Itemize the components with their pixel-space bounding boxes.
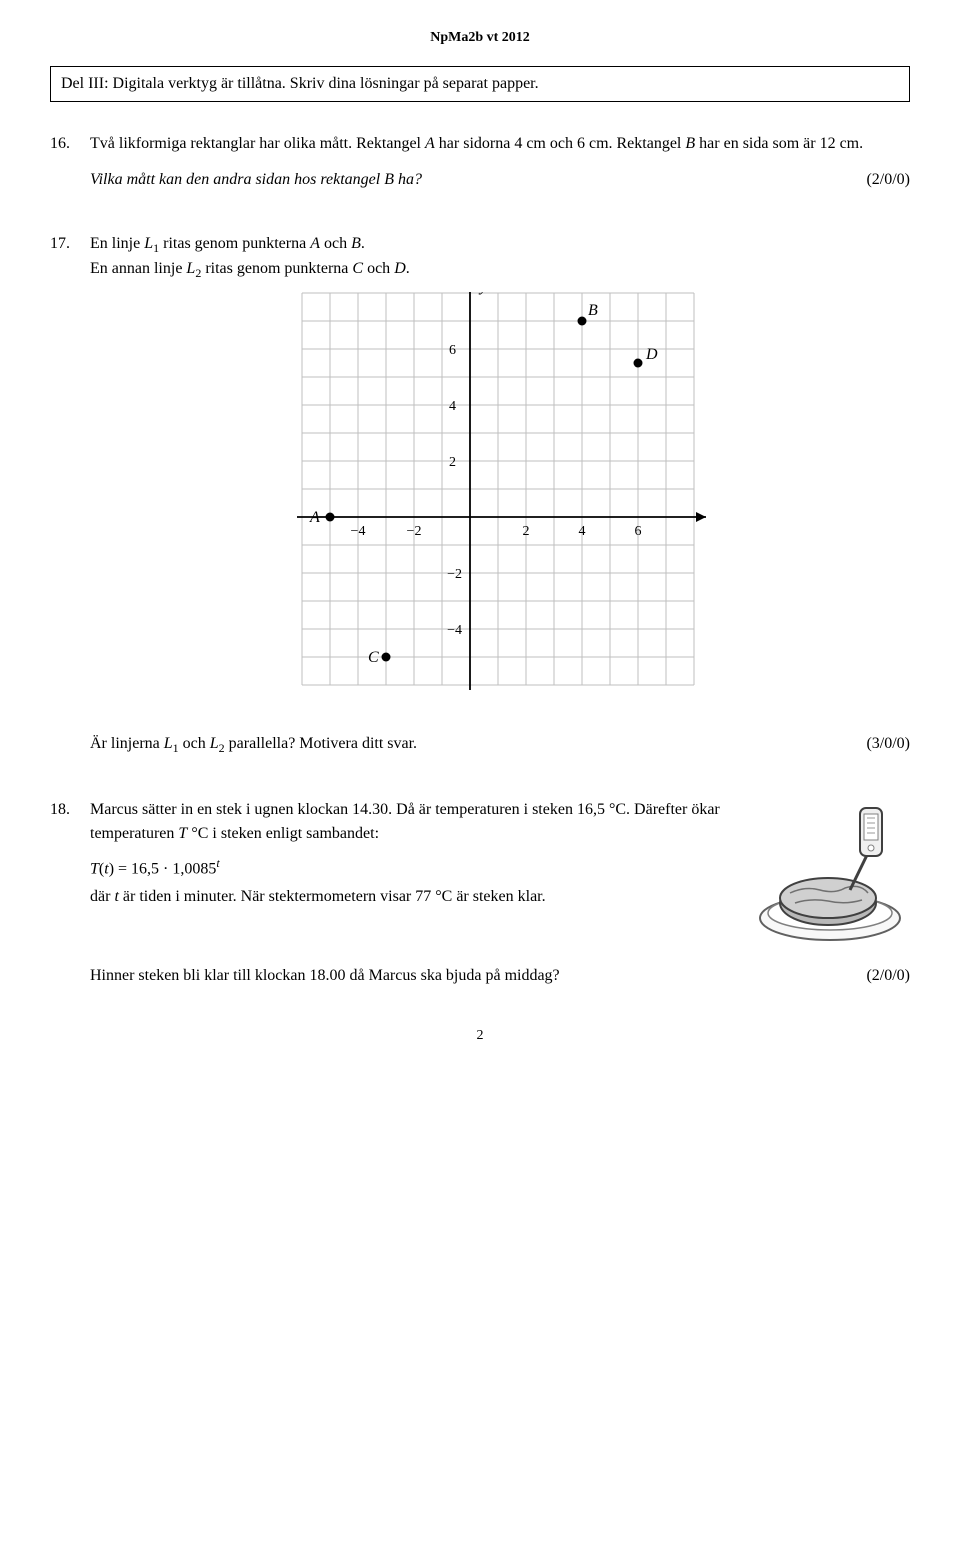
section-instructions-box: Del III: Digitala verktyg är tillåtna. S… [50, 66, 910, 102]
svg-text:4: 4 [449, 399, 456, 414]
question-prompt: Hinner steken bli klar till klockan 18.0… [90, 964, 910, 988]
svg-text:C: C [368, 649, 379, 666]
question-18: 18. Marcus sätter in en stek i ugnen klo… [50, 798, 910, 988]
svg-text:6: 6 [635, 524, 642, 539]
svg-text:6: 6 [449, 343, 456, 358]
svg-text:−2: −2 [407, 524, 422, 539]
svg-text:2: 2 [449, 455, 456, 470]
question-17: 17. En linje L1 ritas genom punkterna A … [50, 232, 910, 758]
question-number: 16. [50, 132, 90, 192]
score-badge: (3/0/0) [866, 732, 910, 756]
question-prompt: Är linjerna L1 och L2 parallella? Motive… [90, 732, 910, 757]
svg-text:−4: −4 [447, 623, 462, 638]
svg-text:y: y [478, 292, 488, 295]
question-text: Marcus sätter in en stek i ugnen klockan… [90, 798, 730, 948]
question-prompt: Vilka mått kan den andra sidan hos rekta… [90, 168, 910, 192]
score-badge: (2/0/0) [866, 964, 910, 988]
svg-text:−4: −4 [351, 524, 366, 539]
question-number: 18. [50, 798, 90, 988]
page-number: 2 [50, 1028, 910, 1044]
score-badge: (2/0/0) [866, 168, 910, 192]
coordinate-plane: 246−2−4246−2−4xyABCD [290, 292, 710, 712]
svg-text:2: 2 [523, 524, 530, 539]
section-instructions: Del III: Digitala verktyg är tillåtna. S… [61, 75, 539, 92]
svg-text:D: D [645, 346, 658, 363]
doc-header: NpMa2b vt 2012 [50, 30, 910, 46]
svg-text:4: 4 [579, 524, 586, 539]
svg-text:A: A [309, 509, 320, 526]
question-16: 16. Två likformiga rektanglar har olika … [50, 132, 910, 192]
svg-text:−2: −2 [447, 567, 462, 582]
steak-illustration [750, 798, 910, 948]
question-text: En linje L1 ritas genom punkterna A och … [90, 232, 910, 282]
question-text: Två likformiga rektanglar har olika mått… [90, 132, 910, 156]
svg-text:B: B [588, 302, 598, 319]
question-number: 17. [50, 232, 90, 758]
